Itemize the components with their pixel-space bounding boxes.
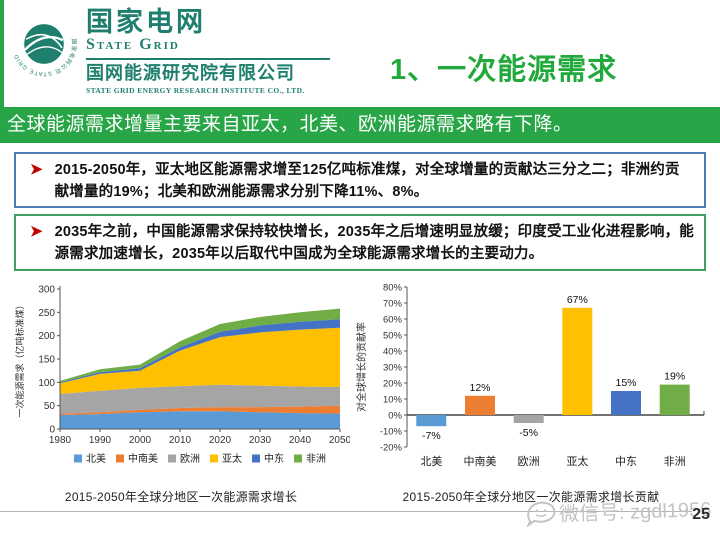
state-grid-logo: 国家电网公司 STATE GRID 国家电网 State Grid 国网能源研究… — [10, 8, 330, 95]
svg-text:2020: 2020 — [209, 435, 232, 446]
header-left-accent — [0, 0, 4, 107]
area-series-非洲 — [60, 308, 340, 383]
svg-text:中东: 中东 — [264, 452, 284, 465]
svg-text:非洲: 非洲 — [306, 453, 326, 465]
svg-text:2050: 2050 — [329, 435, 350, 446]
bar-欧洲 — [513, 415, 544, 423]
svg-text:-20%: -20% — [380, 443, 403, 454]
svg-text:北美: 北美 — [86, 452, 106, 465]
area-series-北美 — [60, 411, 340, 429]
legend-swatch-中南美 — [116, 454, 124, 463]
svg-text:150: 150 — [38, 355, 55, 366]
bullet-box-1: ➤ 2015-2050年，亚太地区能源需求增至125亿吨标准煤，对全球增量的贡献… — [14, 152, 706, 208]
arrow-bullet-icon: ➤ — [30, 223, 43, 240]
legend-swatch-北美 — [74, 454, 82, 463]
svg-text:250: 250 — [38, 308, 55, 319]
svg-text:30%: 30% — [383, 363, 403, 374]
logo-name-en: State Grid — [86, 36, 180, 54]
svg-text:2010: 2010 — [169, 435, 192, 446]
svg-text:20%: 20% — [383, 379, 403, 390]
chart-caption-left: 2015-2050年全球分地区一次能源需求增长 — [64, 490, 298, 504]
area-series-亚太 — [60, 327, 340, 394]
legend-swatch-中东 — [252, 454, 260, 463]
svg-text:0: 0 — [49, 425, 55, 436]
wechat-bubble-icon — [525, 501, 556, 527]
svg-text:中南美: 中南美 — [464, 455, 497, 468]
institute-name-en: STATE GRID ENERGY RESEARCH INSTITUTE CO.… — [86, 85, 305, 95]
svg-text:2030: 2030 — [249, 435, 272, 446]
svg-text:一次能源需求（亿吨标准煤）: 一次能源需求（亿吨标准煤） — [14, 300, 25, 417]
svg-text:-7%: -7% — [422, 430, 441, 442]
headline-banner: 全球能源需求增量主要来自亚太，北美、欧洲能源需求略有下降。 — [0, 107, 720, 143]
svg-text:100: 100 — [38, 378, 55, 389]
svg-text:北美: 北美 — [420, 455, 442, 468]
area-series-欧洲 — [60, 384, 340, 414]
institute-name-cn: 国网能源研究院有限公司 — [86, 62, 295, 83]
area-series-中东 — [60, 319, 340, 384]
svg-text:200: 200 — [38, 331, 55, 342]
svg-text:欧洲: 欧洲 — [518, 455, 540, 468]
svg-text:-10%: -10% — [380, 427, 403, 438]
area-chart-container: 0 50 100 150 200 250 300 1980 1990 2000 2010 2020 20… — [12, 281, 352, 484]
svg-text:欧洲: 欧洲 — [180, 453, 200, 465]
svg-text:15%: 15% — [615, 377, 636, 389]
svg-text:亚太: 亚太 — [566, 455, 588, 468]
svg-text:67%: 67% — [567, 294, 588, 306]
svg-text:40%: 40% — [383, 347, 403, 358]
bullet-text-1: 2015-2050年，亚太地区能源需求增至125亿吨标准煤，对全球增量的贡献达三… — [54, 162, 680, 201]
bar-chart: -20% -10% 0% 10% 20% 30% 40% 50% 60% 70% 80% -7% 北美 1… — [355, 283, 705, 468]
svg-text:50: 50 — [44, 401, 56, 412]
area-series-中南美 — [60, 405, 340, 415]
svg-text:12%: 12% — [469, 382, 490, 394]
svg-text:300: 300 — [38, 285, 55, 296]
logo-name-cn: 国家电网 — [86, 7, 206, 37]
svg-text:70%: 70% — [383, 299, 403, 310]
svg-text:1990: 1990 — [89, 435, 112, 446]
bar-亚太 — [562, 307, 593, 415]
bar-中东 — [611, 391, 641, 415]
svg-text:10%: 10% — [383, 395, 403, 406]
svg-text:19%: 19% — [664, 371, 685, 383]
svg-text:60%: 60% — [383, 315, 403, 326]
svg-text:2040: 2040 — [289, 435, 312, 446]
logo-text-block: 国家电网 State Grid 国网能源研究院有限公司 STATE GRID E… — [86, 8, 330, 95]
svg-text:非洲: 非洲 — [664, 455, 686, 468]
svg-text:50%: 50% — [383, 331, 403, 342]
bar-非洲 — [659, 384, 690, 415]
logo-divider — [86, 57, 330, 60]
chart-caption-right: 2015-2050年全球分地区一次能源需求增长贡献 — [402, 490, 660, 504]
svg-text:0%: 0% — [388, 411, 402, 422]
bullet-box-2: ➤ 2035年之前，中国能源需求保持较快增长，2035年之后增速明显放缓；印度受… — [14, 214, 706, 271]
svg-text:80%: 80% — [383, 283, 403, 294]
legend-swatch-欧洲 — [168, 454, 176, 463]
bar-北美 — [416, 415, 447, 427]
svg-text:亚太: 亚太 — [222, 452, 242, 465]
area-chart: 0 50 100 150 200 250 300 1980 1990 2000 2010 2020 20… — [14, 285, 352, 466]
arrow-bullet-icon: ➤ — [30, 161, 43, 178]
watermark: 微信号: zgdl1956 — [525, 493, 712, 528]
legend-swatch-亚太 — [210, 454, 218, 463]
svg-text:1980: 1980 — [49, 435, 72, 446]
page-title: 1、一次能源需求 — [390, 54, 618, 86]
svg-text:-5%: -5% — [519, 427, 538, 439]
bar-中南美 — [465, 395, 495, 415]
legend-swatch-非洲 — [294, 454, 302, 463]
svg-text:中南美: 中南美 — [128, 452, 158, 465]
page-number: 25 — [692, 506, 710, 523]
svg-text:中东: 中东 — [615, 455, 637, 468]
globe-icon: 国家电网公司 STATE GRID — [13, 24, 77, 76]
watermark-text: 微信号: zgdl1956 — [558, 498, 712, 527]
footer-divider-line — [0, 511, 692, 512]
svg-text:2000: 2000 — [129, 435, 152, 446]
bar-chart-container: -20% -10% 0% 10% 20% 30% 40% 50% 60% 70% 80% -7% 北美 1… — [352, 281, 710, 484]
bullet-text-2: 2035年之前，中国能源需求保持较快增长，2035年之后增速明显放缓；印度受工业… — [54, 224, 694, 263]
svg-text:对全球增长的贡献率: 对全球增长的贡献率 — [355, 322, 368, 412]
